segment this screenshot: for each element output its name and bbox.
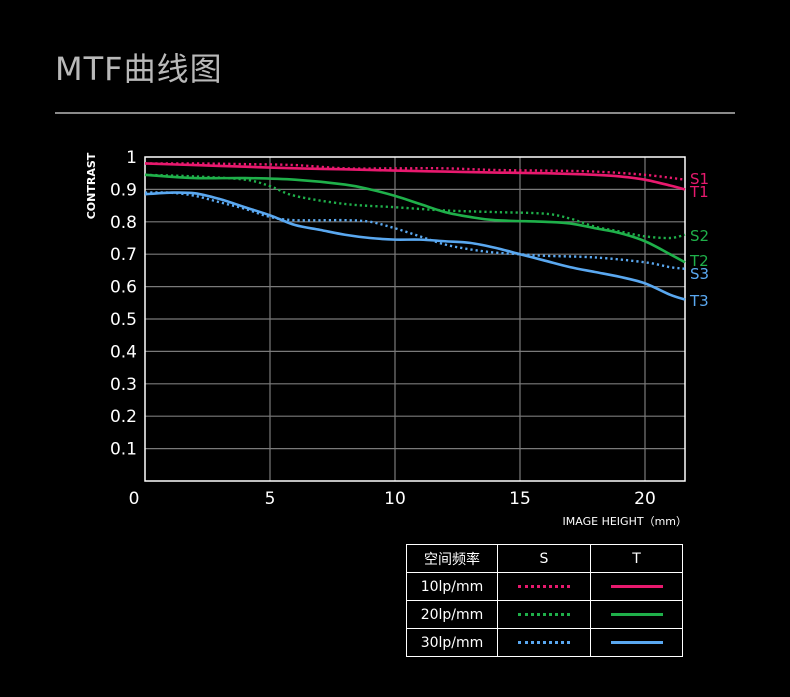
series-layer	[144, 162, 686, 301]
legend-swatch-s-30	[518, 641, 570, 644]
legend-header-s: S	[497, 544, 591, 573]
x-axis-label: IMAGE HEIGHT（mm）	[563, 515, 687, 528]
y-tick-label: 0.4	[110, 342, 137, 362]
x-tick-label: 10	[384, 489, 406, 509]
legend-row-label: 30lp/mm	[406, 628, 498, 657]
series-end-label-t2: T2	[689, 252, 709, 270]
series-line-t2	[144, 173, 686, 264]
legend-header-frequency: 空间频率	[406, 544, 498, 573]
legend-header-t: T	[590, 544, 683, 573]
legend-row-label: 10lp/mm	[406, 572, 498, 601]
plot-frame	[144, 156, 686, 482]
title-divider	[55, 112, 735, 114]
y-tick-label: 0.1	[110, 440, 137, 460]
series-line-s2	[144, 173, 686, 240]
legend-swatch-t-10	[610, 585, 663, 588]
y-tick-label: 0.6	[110, 278, 137, 298]
y-tick-label: 0.5	[110, 310, 137, 330]
y-axis-label: CONTRAST	[85, 152, 98, 219]
x-tick-labels: 0 5 10 15 20	[129, 489, 656, 509]
legend-row: 30lp/mm	[406, 628, 683, 657]
y-tick-label: 0.3	[110, 375, 137, 395]
series-line-t3	[144, 191, 686, 301]
series-end-label-t3: T3	[689, 292, 709, 310]
y-tick-label: 0.8	[110, 213, 137, 233]
mtf-chart: 0.1 0.2 0.3 0.4 0.5 0.6 0.7 0.8 0.9 1 0 5 10 15 20 S1…	[85, 148, 709, 528]
series-end-label-s1: S1	[690, 170, 709, 188]
legend-row: 20lp/mm	[406, 600, 683, 629]
series-line-t1	[144, 162, 686, 191]
series-end-label-s2: S2	[690, 227, 709, 245]
chart-grid	[145, 157, 685, 481]
legend-swatch-s-10	[518, 585, 570, 588]
y-tick-label: 0.9	[110, 180, 137, 200]
x-tick-label: 5	[265, 489, 276, 509]
legend-table: 空间频率 S T 10lp/mm 20lp/mm 30lp/mm	[406, 544, 683, 657]
x-tick-label: 15	[509, 489, 531, 509]
legend-row-label: 20lp/mm	[406, 600, 498, 629]
series-line-s1	[144, 162, 686, 181]
legend-swatch-s-20	[518, 613, 570, 616]
x-tick-label: 20	[634, 489, 656, 509]
series-end-label-s3: S3	[690, 265, 709, 283]
page-title: MTF曲线图	[55, 50, 223, 88]
y-tick-label: 0.2	[110, 407, 137, 427]
legend-swatch-t-30	[610, 641, 663, 644]
legend-header-row: 空间频率 S T	[406, 544, 683, 573]
y-tick-label: 0.7	[110, 245, 137, 265]
y-tick-label: 1	[126, 148, 137, 168]
series-end-label-t1: T1	[689, 183, 709, 201]
y-tick-labels: 0.1 0.2 0.3 0.4 0.5 0.6 0.7 0.8 0.9 1	[110, 148, 137, 460]
legend-swatch-t-20	[610, 613, 663, 616]
x-tick-label: 0	[129, 489, 140, 509]
series-line-s3	[144, 191, 686, 270]
legend-row: 10lp/mm	[406, 572, 683, 601]
